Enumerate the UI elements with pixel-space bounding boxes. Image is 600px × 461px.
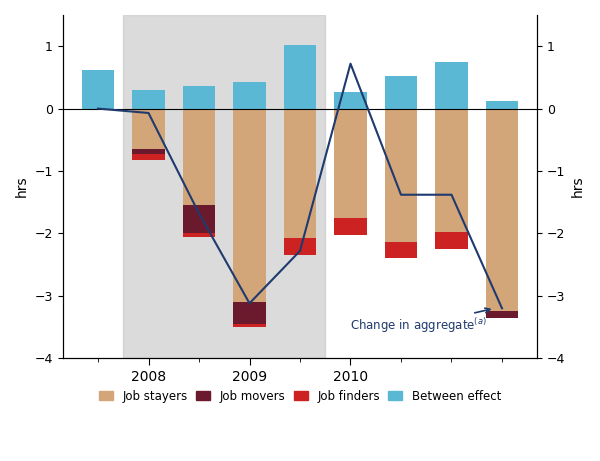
Bar: [182, 86, 215, 109]
Bar: [385, 242, 418, 258]
Bar: [334, 109, 367, 230]
Bar: [182, 205, 215, 233]
Bar: [485, 312, 518, 318]
Legend: Job stayers, Job movers, Job finders, Between effect: Job stayers, Job movers, Job finders, Be…: [94, 385, 506, 407]
Bar: [233, 83, 266, 109]
Bar: [385, 76, 418, 109]
Bar: [334, 92, 367, 109]
Bar: [385, 109, 418, 252]
Bar: [233, 109, 266, 302]
Bar: [132, 154, 165, 160]
Bar: [123, 15, 325, 358]
Bar: [485, 101, 518, 109]
Bar: [435, 232, 468, 249]
Bar: [132, 149, 165, 154]
Bar: [334, 219, 367, 235]
Y-axis label: hrs: hrs: [571, 176, 585, 197]
Text: Change in aggregate$^{(a)}$: Change in aggregate$^{(a)}$: [350, 308, 490, 335]
Bar: [284, 252, 316, 255]
Bar: [233, 302, 266, 324]
Bar: [385, 252, 418, 258]
Bar: [182, 109, 215, 205]
Bar: [485, 109, 518, 312]
Bar: [182, 233, 215, 236]
Bar: [132, 90, 165, 109]
Bar: [435, 109, 468, 249]
Bar: [82, 70, 115, 109]
Bar: [284, 238, 316, 255]
Bar: [284, 109, 316, 252]
Bar: [132, 109, 165, 149]
Bar: [334, 230, 367, 235]
Y-axis label: hrs: hrs: [15, 176, 29, 197]
Bar: [233, 324, 266, 327]
Bar: [435, 62, 468, 109]
Bar: [284, 45, 316, 109]
